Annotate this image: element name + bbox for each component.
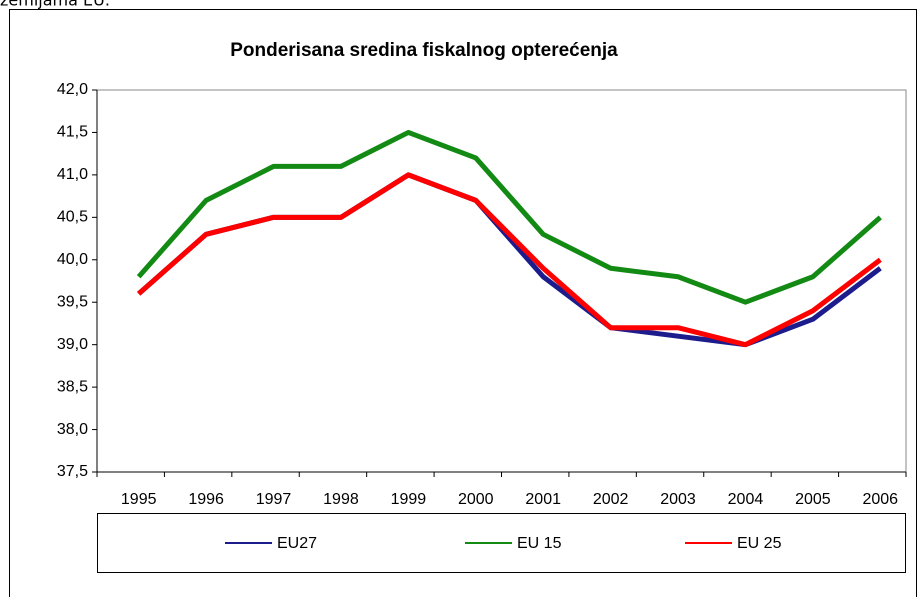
x-tick-label: 2004	[728, 491, 764, 508]
line-series	[137, 172, 882, 348]
chart-frame	[9, 9, 917, 602]
x-tick-label: 1998	[323, 491, 359, 508]
y-tick-label: 41,0	[57, 166, 88, 183]
x-tick-label: 2005	[795, 491, 831, 508]
x-tick-label: 2006	[862, 491, 898, 508]
y-tick-label: 42,0	[57, 81, 88, 98]
x-tick-label: 2001	[525, 491, 561, 508]
y-tick-label: 40,0	[57, 251, 88, 268]
x-tick-label: 1999	[391, 491, 427, 508]
y-tick-label: 38,0	[57, 421, 88, 438]
y-tick-label: 37,5	[57, 463, 88, 480]
y-tick-label: 39,0	[57, 336, 88, 353]
legend-label: EU 25	[737, 535, 782, 552]
x-tick-label: 1995	[121, 491, 157, 508]
line-series	[136, 129, 882, 305]
x-tick-label: 2000	[458, 491, 494, 508]
x-tick-label: 1996	[188, 491, 224, 508]
y-tick-label: 38,5	[57, 378, 88, 395]
y-tick-label: 41,5	[57, 124, 88, 141]
legend-label: EU27	[277, 535, 317, 552]
chart-title: Ponderisana sredina fiskalnog opterećenj…	[230, 40, 618, 61]
x-tick-label: 2003	[660, 491, 696, 508]
x-tick-label: 2002	[593, 491, 629, 508]
legend-label: EU 15	[517, 535, 562, 552]
y-tick-label: 39,5	[57, 293, 88, 310]
y-tick-label: 40,5	[57, 209, 88, 226]
x-tick-label: 1997	[256, 491, 292, 508]
page-text: zemljama EU.	[0, 0, 110, 10]
